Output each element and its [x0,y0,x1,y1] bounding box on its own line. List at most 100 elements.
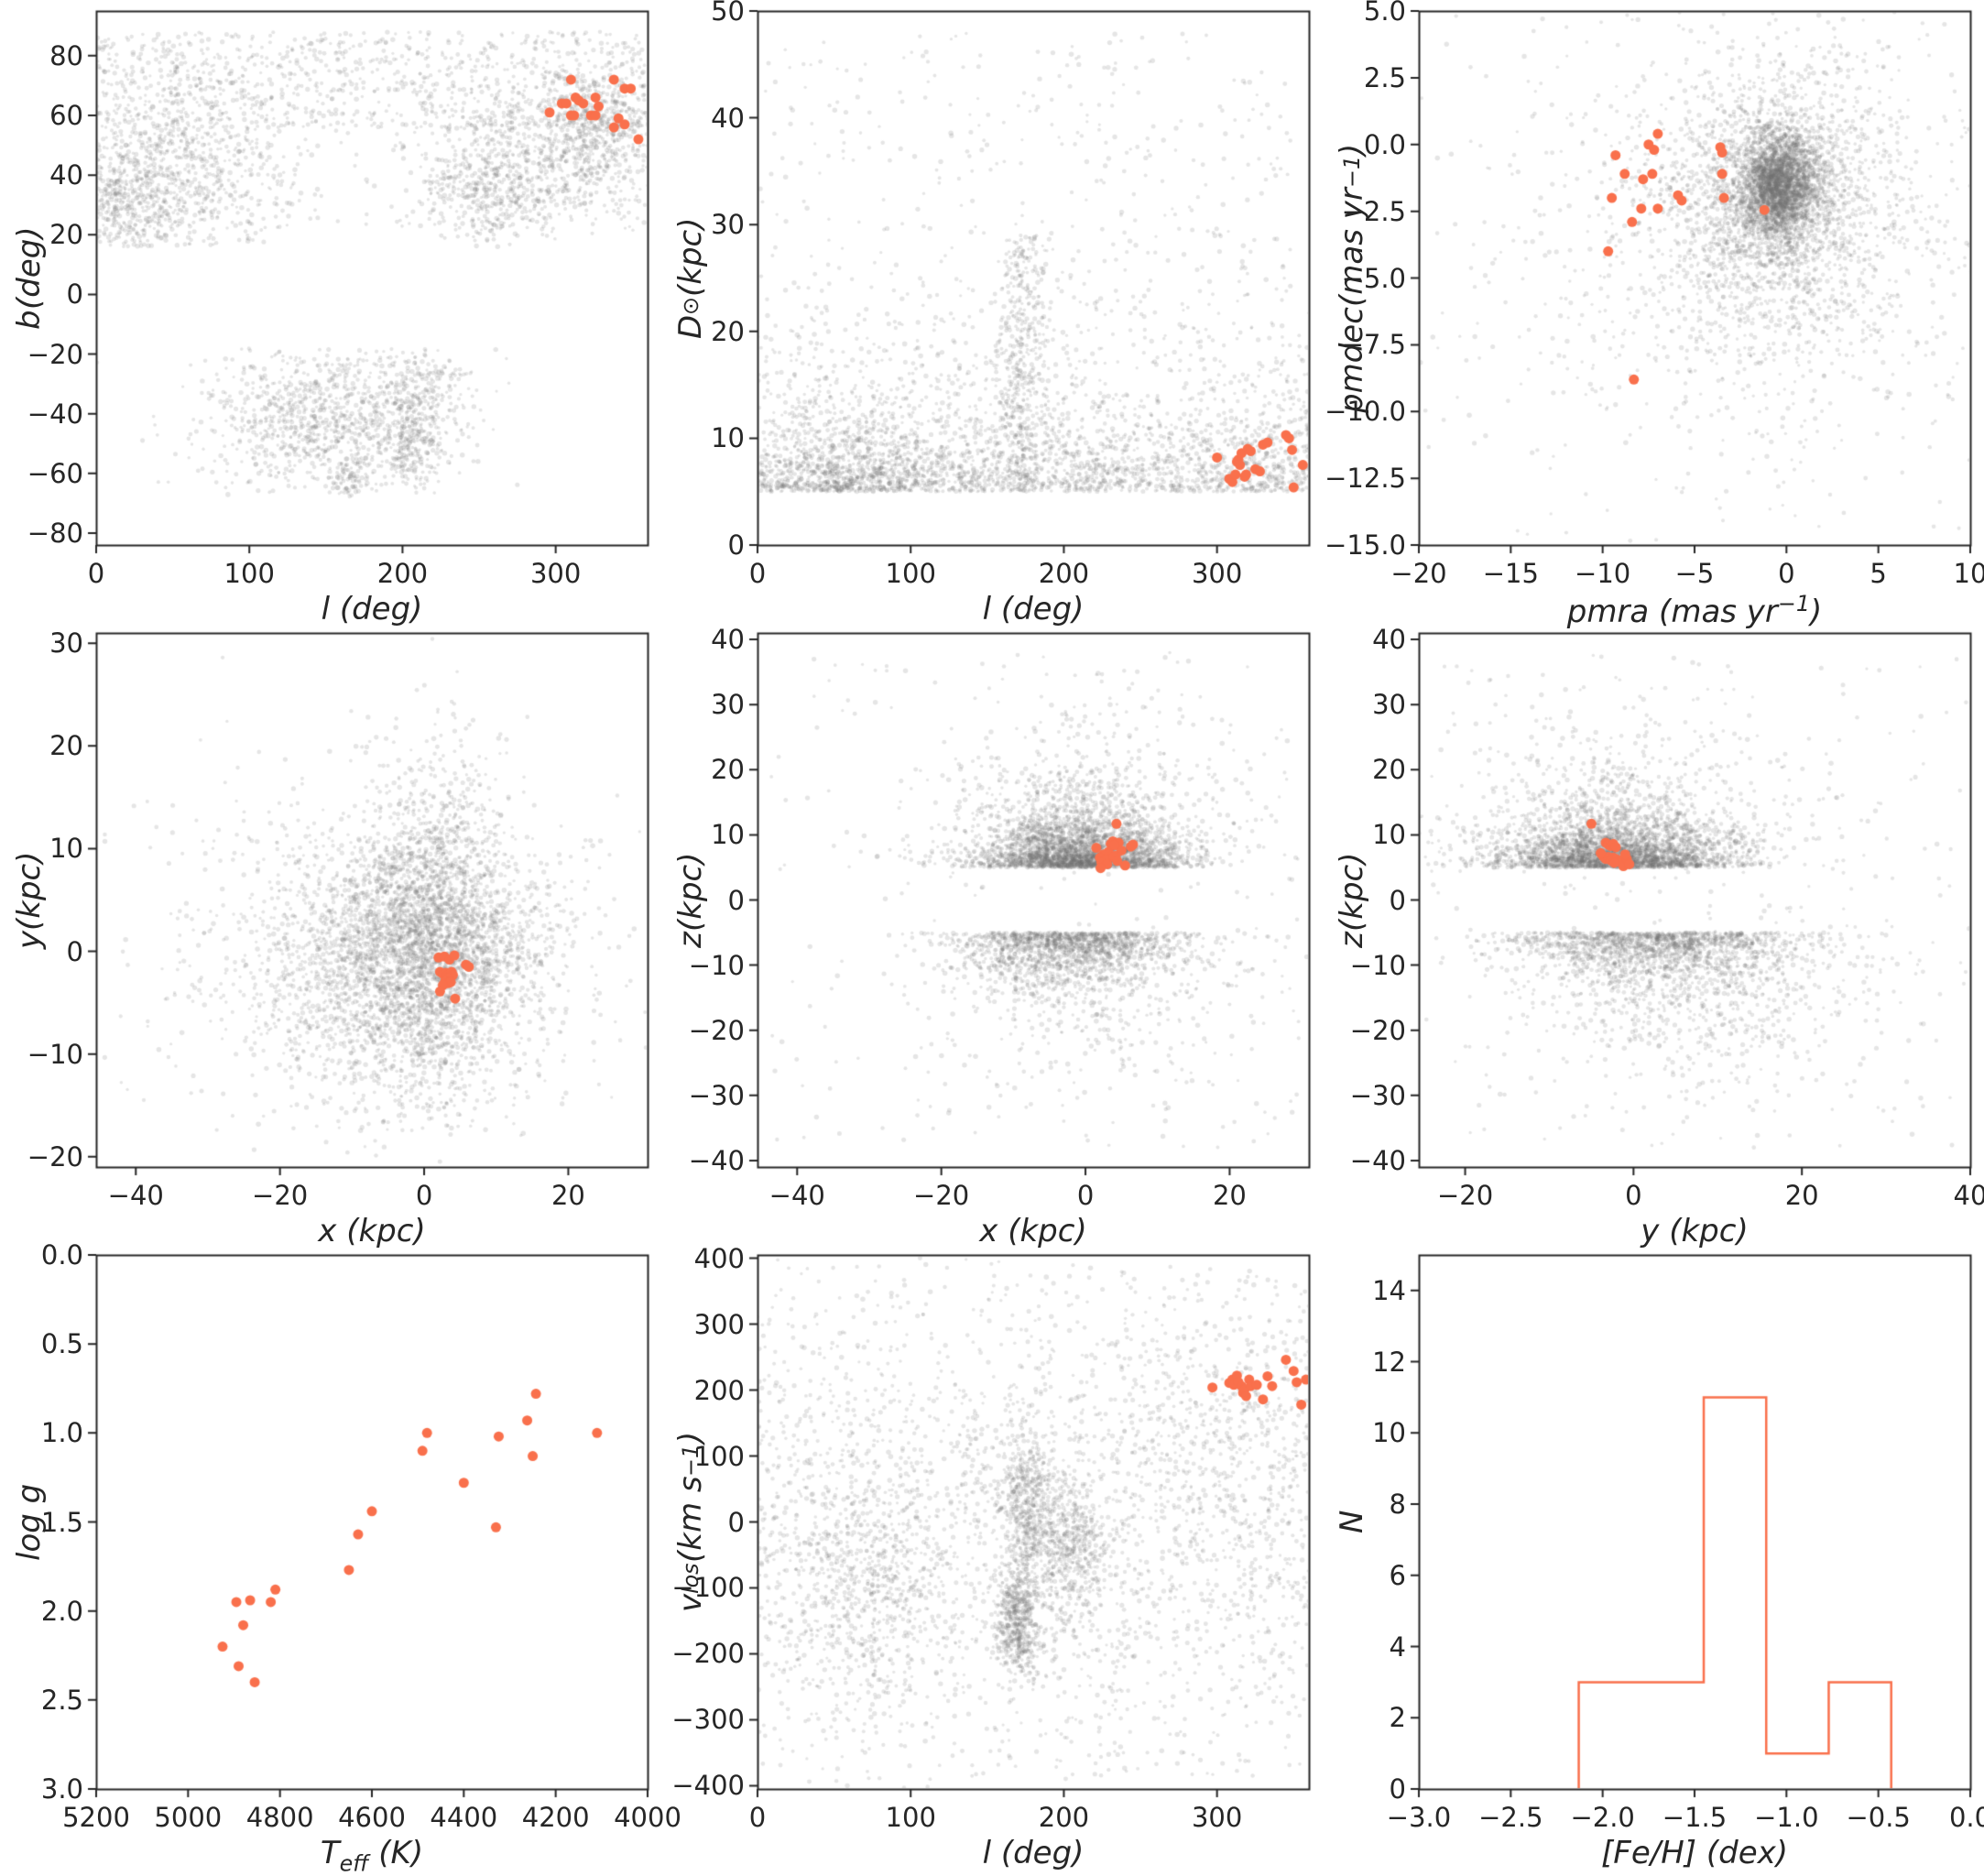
x-axis-label: l (deg) [983,1835,1085,1871]
axis-label-segment: (K) [368,1835,424,1871]
x-tick-label: 200 [376,558,429,589]
y-tick-label: 0 [727,884,745,916]
x-tick-label: −10 [1575,558,1631,589]
y-tick-label: 30 [49,627,83,660]
panel-x-y: x (kpc) y (kpc) −40 −20 0 20 30 20 10 0 −10 −20 [0,622,661,1249]
x-tick-label: 0 [1625,1180,1642,1211]
panel-y-z: y (kpc) z (kpc) −20 0 20 40 40 30 20 10 0 −10 −20−… [1323,622,1984,1249]
x-axis-label: [Fe/H] (dex) [1601,1835,1788,1871]
axis-label-segment: ) [1810,593,1823,630]
y-tick-label: 12 [1372,1346,1406,1378]
y-tick-label: 0.5 [40,1328,83,1360]
y-tick-label: 0 [1389,884,1406,916]
x-tick-label: 4400 [430,1802,498,1833]
x-tick-label: −1.0 [1754,1802,1819,1833]
x-tick-label: 0 [415,1180,433,1211]
x-tick-label: 0.0 [1948,1802,1984,1833]
y-tick-label: 30 [711,209,745,241]
axis-label-segment: (kpc) [1334,852,1370,932]
y-tick-label: −20 [27,1140,83,1172]
y-tick-label: 4 [1389,1631,1406,1663]
y-tick-label: −10.0 [1324,396,1406,428]
y-tick-label: −30 [1349,1079,1406,1111]
x-tick-label: 200 [1038,558,1090,589]
x-tick-label: 20 [551,1180,585,1211]
panel-l-dist: l (deg) D ⊙ (kpc) 0 100 200 300 0 10 20 30 40 50 [661,0,1323,627]
axis-label-segment: ⊙ [678,296,703,315]
x-tick-label: −20 [252,1180,309,1211]
y-tick-label: 10 [1372,1417,1406,1449]
axis-label-segment: l [982,591,992,627]
y-tick-label: 14 [1372,1274,1406,1306]
x-axis-label: x (kpc) [979,1213,1086,1249]
y-tick-label: −10 [27,1038,83,1070]
x-tick-label: 200 [1038,1802,1090,1833]
panel-x-z: x (kpc) z (kpc) −40 −20 0 20 40 30 20 10 0 −10 −20… [661,622,1323,1249]
axis-label-segment: [Fe/H] (dex) [1601,1835,1788,1871]
y-tick-label: 2 [1389,1702,1406,1734]
axis-label-segment: l [982,1835,992,1871]
x-tick-label: −1.5 [1662,1802,1728,1833]
axis-label-segment: −1 [1777,591,1810,616]
x-tick-label: −20 [1436,1180,1494,1211]
axis-label-segment: eff [339,1850,369,1876]
y-tick-label: 10 [711,819,745,851]
y-tick-label: −400 [671,1770,745,1802]
y-tick-label: 0 [66,935,83,967]
y-tick-label: −80 [27,517,83,549]
axis-label-segment: x [979,1213,998,1249]
y-tick-label: −40 [1349,1144,1406,1176]
y-tick-label: 20 [1372,754,1406,786]
x-tick-label: 20 [1212,1180,1247,1211]
y-tick-label: −40 [27,398,83,430]
y-tick-label: −7.5 [1341,329,1406,361]
y-tick-label: −100 [671,1572,745,1604]
x-tick-label: −3.0 [1386,1802,1452,1833]
y-tick-label: 20 [49,219,83,251]
scatter-canvas-y-z [1323,622,1984,1244]
y-tick-label: 0.0 [40,1239,83,1271]
y-tick-label: 5.0 [1363,0,1406,27]
axis-label-segment: (deg) [991,591,1085,627]
x-tick-label: 300 [1191,1802,1243,1833]
x-tick-label: −0.5 [1846,1802,1911,1833]
y-tick-label: 0 [66,278,83,311]
y-tick-label: −2.5 [1341,195,1406,227]
x-tick-label: 0 [87,558,105,589]
y-tick-label: 10 [1372,819,1406,851]
y-tick-label: 20 [711,315,745,347]
y-tick-label: 50 [711,0,745,27]
y-tick-label: 1.5 [40,1506,83,1538]
x-tick-label: 5 [1870,558,1887,589]
x-axis-label: l (deg) [322,591,423,627]
y-tick-label: 40 [1372,624,1406,656]
axis-label-segment: (kpc) [672,852,709,932]
y-tick-label: 0 [1389,1773,1406,1805]
x-axis-label: Teff (K) [321,1835,423,1876]
y-tick-label: −20 [27,338,83,370]
axis-label-segment: (deg) [11,226,48,311]
y-tick-label: −15.0 [1324,529,1406,561]
x-tick-label: 4200 [521,1802,590,1833]
y-tick-label: 60 [49,99,83,131]
axis-label-segment: (deg) [991,1835,1085,1871]
axis-label-segment: (km s [672,1476,709,1564]
x-axis-label: l (deg) [983,591,1085,627]
y-tick-label: −40 [688,1144,745,1176]
axis-label-segment: x [318,1213,337,1249]
y-tick-label: 0 [727,1506,745,1538]
x-tick-label: −5 [1674,558,1715,589]
x-tick-label: −2.0 [1570,1802,1635,1833]
axis-label-segment: (kpc) [1659,1213,1749,1249]
y-tick-label: 8 [1389,1489,1406,1521]
y-tick-label: 0 [727,529,745,561]
x-tick-label: 4600 [338,1802,406,1833]
axis-label-segment: z [1334,931,1370,948]
axis-label-segment: N [1334,1510,1370,1534]
axis-label-segment: (kpc) [336,1213,426,1249]
axis-label-segment: (deg) [330,591,423,627]
x-axis-label: x (kpc) [318,1213,425,1249]
x-tick-label: 10 [1953,558,1984,589]
axis-label-segment: y [1641,1213,1660,1249]
x-tick-label: −20 [1390,558,1447,589]
